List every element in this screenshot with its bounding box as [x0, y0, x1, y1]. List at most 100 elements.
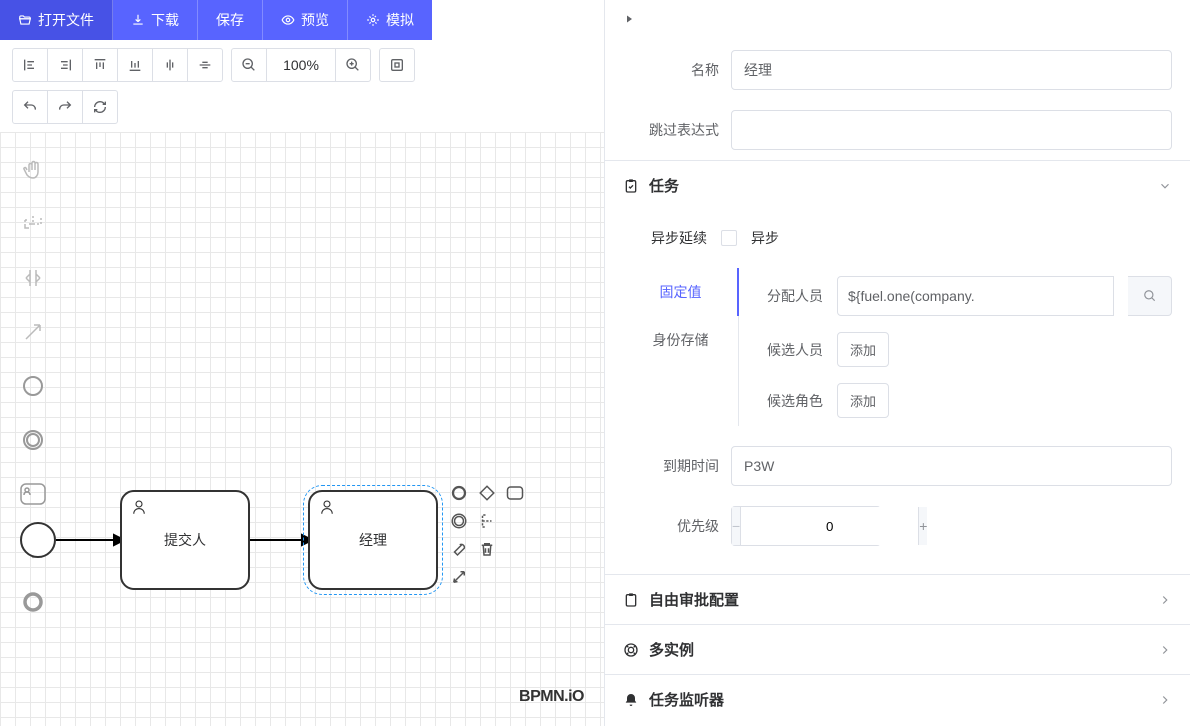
reset-button[interactable]: [82, 90, 118, 124]
candidate-role-label: 候选角色: [759, 391, 823, 411]
space-tool[interactable]: [15, 260, 51, 296]
wrench-icon: [450, 540, 468, 558]
user-task-tool[interactable]: [15, 476, 51, 512]
free-approve-title: 自由审批配置: [649, 589, 739, 610]
context-pad: [448, 482, 526, 588]
skip-expression-label: 跳过表达式: [623, 120, 719, 140]
folder-open-icon: [18, 13, 32, 27]
open-file-button[interactable]: 打开文件: [0, 0, 113, 40]
ctx-append-end-event[interactable]: [448, 482, 470, 504]
task-section-title: 任务: [649, 175, 679, 196]
search-icon: [1143, 289, 1157, 303]
start-event-tool[interactable]: [15, 368, 51, 404]
ctx-change-type[interactable]: [448, 538, 470, 560]
tab-fixed-value[interactable]: 固定值: [623, 268, 738, 316]
assignee-label: 分配人员: [759, 286, 823, 306]
user-task-icon: [19, 482, 47, 506]
circle-icon: [21, 374, 45, 398]
bell-icon: [623, 692, 639, 708]
lifebuoy-icon: [623, 642, 639, 658]
task-node-manager[interactable]: 经理: [308, 490, 438, 590]
intermediate-event-tool[interactable]: [15, 422, 51, 458]
skip-expression-input[interactable]: [731, 110, 1172, 150]
align-top-button[interactable]: [82, 48, 118, 82]
download-button[interactable]: 下载: [113, 0, 198, 40]
redo-button[interactable]: [47, 90, 83, 124]
fit-icon: [389, 57, 405, 73]
async-continuation-label: 异步延续: [651, 228, 707, 248]
async-checkbox[interactable]: [721, 230, 737, 246]
ctx-append-task[interactable]: [504, 482, 526, 504]
ctx-connect[interactable]: [448, 566, 470, 588]
chevron-right-icon: [1158, 593, 1172, 607]
priority-input[interactable]: [740, 507, 919, 545]
assignee-input[interactable]: [837, 276, 1114, 316]
save-button[interactable]: 保存: [198, 0, 263, 40]
free-approve-section-header[interactable]: 自由审批配置: [605, 574, 1190, 624]
preview-button[interactable]: 预览: [263, 0, 348, 40]
tab-identity-store[interactable]: 身份存储: [623, 316, 738, 364]
end-event-tool[interactable]: [15, 584, 51, 620]
triangle-right-icon: [623, 13, 635, 25]
task-section-header[interactable]: 任务: [605, 160, 1190, 210]
lasso-tool[interactable]: [15, 206, 51, 242]
align-bottom-button[interactable]: [117, 48, 153, 82]
sequence-flow-1[interactable]: [56, 530, 124, 550]
trash-icon: [478, 540, 496, 558]
undo-button[interactable]: [12, 90, 48, 124]
align-right-button[interactable]: [47, 48, 83, 82]
zoom-display: 100%: [266, 48, 336, 82]
task-label: 经理: [359, 530, 387, 550]
assignee-search-button[interactable]: [1128, 276, 1172, 316]
ctx-annotation[interactable]: [476, 510, 498, 532]
start-event-node[interactable]: [20, 522, 56, 558]
history-toolbar: [0, 90, 604, 132]
simulate-button[interactable]: 模拟: [348, 0, 432, 40]
name-input[interactable]: [731, 50, 1172, 90]
sequence-flow-2[interactable]: [250, 530, 312, 550]
bpmn-canvas[interactable]: 提交人 经理: [0, 132, 604, 726]
zoom-out-icon: [241, 57, 257, 73]
annotation-icon: [478, 512, 496, 530]
expand-toggle[interactable]: [623, 13, 635, 25]
task-listener-section-header[interactable]: 任务监听器: [605, 674, 1190, 724]
due-date-label: 到期时间: [623, 456, 719, 476]
multi-instance-title: 多实例: [649, 639, 694, 660]
add-candidate-role-button[interactable]: 添加: [837, 383, 889, 418]
preview-label: 预览: [301, 10, 329, 30]
align-left-button[interactable]: [12, 48, 48, 82]
ctx-delete[interactable]: [476, 538, 498, 560]
multi-instance-section-header[interactable]: 多实例: [605, 624, 1190, 674]
priority-decrease-button[interactable]: −: [732, 507, 740, 545]
align-center-h-button[interactable]: [152, 48, 188, 82]
align-left-icon: [22, 57, 38, 73]
ctx-append-intermediate[interactable]: [448, 510, 470, 532]
align-bottom-icon: [127, 57, 143, 73]
zoom-in-button[interactable]: [335, 48, 371, 82]
name-label: 名称: [623, 60, 719, 80]
bpmn-logo: BPMN.iO: [519, 688, 584, 706]
save-label: 保存: [216, 10, 244, 30]
open-file-label: 打开文件: [38, 10, 94, 30]
zoom-out-button[interactable]: [231, 48, 267, 82]
align-top-icon: [92, 57, 108, 73]
ctx-append-gateway[interactable]: [476, 482, 498, 504]
candidate-user-label: 候选人员: [759, 340, 823, 360]
align-center-h-icon: [162, 57, 178, 73]
connect-tool[interactable]: [15, 314, 51, 350]
task-listener-title: 任务监听器: [649, 689, 724, 710]
add-candidate-user-button[interactable]: 添加: [837, 332, 889, 367]
user-icon: [130, 498, 148, 516]
fit-viewport-button[interactable]: [379, 48, 415, 82]
due-date-input[interactable]: [731, 446, 1172, 486]
assignment-tabs: 固定值 身份存储: [623, 268, 739, 426]
gear-icon: [366, 13, 380, 27]
priority-increase-button[interactable]: +: [919, 507, 927, 545]
hand-tool[interactable]: [15, 152, 51, 188]
connect-icon: [21, 320, 45, 344]
task-node-submitter[interactable]: 提交人: [120, 490, 250, 590]
refresh-icon: [92, 99, 108, 115]
clipboard-icon: [623, 592, 639, 608]
space-icon: [21, 266, 45, 290]
align-center-v-button[interactable]: [187, 48, 223, 82]
